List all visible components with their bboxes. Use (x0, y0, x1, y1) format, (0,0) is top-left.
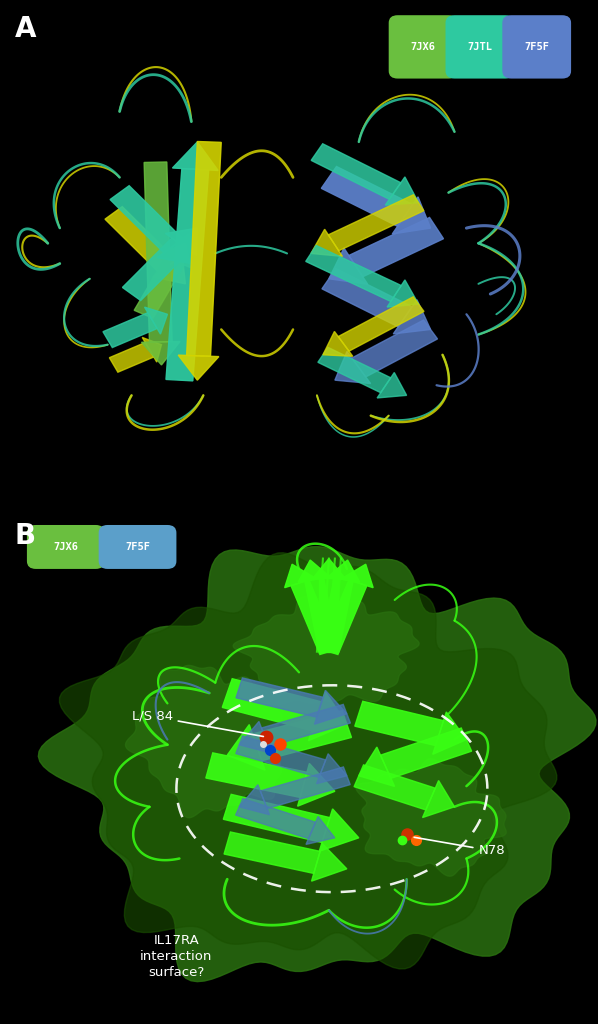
Polygon shape (321, 167, 413, 226)
Polygon shape (359, 748, 395, 786)
Polygon shape (252, 711, 352, 761)
Polygon shape (354, 765, 435, 810)
Polygon shape (206, 753, 307, 798)
Polygon shape (298, 560, 330, 582)
Polygon shape (142, 338, 161, 362)
Polygon shape (328, 560, 359, 582)
Polygon shape (355, 701, 444, 745)
Polygon shape (157, 234, 191, 263)
FancyBboxPatch shape (502, 15, 571, 79)
Text: 7JX6: 7JX6 (411, 42, 435, 52)
Polygon shape (172, 142, 218, 170)
Polygon shape (322, 268, 412, 327)
Polygon shape (239, 784, 270, 815)
Polygon shape (315, 690, 347, 724)
Polygon shape (352, 321, 438, 377)
Polygon shape (423, 780, 454, 817)
Polygon shape (233, 597, 419, 705)
Polygon shape (144, 162, 172, 342)
Polygon shape (309, 692, 347, 740)
Polygon shape (110, 185, 183, 253)
Polygon shape (227, 725, 265, 770)
Polygon shape (323, 332, 353, 356)
FancyBboxPatch shape (27, 525, 105, 569)
Polygon shape (319, 809, 359, 851)
Polygon shape (178, 355, 219, 380)
Polygon shape (335, 351, 371, 384)
Polygon shape (291, 580, 338, 654)
Polygon shape (222, 679, 322, 731)
Polygon shape (38, 547, 596, 982)
Polygon shape (166, 169, 209, 381)
Polygon shape (298, 764, 335, 806)
Polygon shape (343, 564, 373, 588)
Text: 7JX6: 7JX6 (53, 542, 78, 552)
Polygon shape (145, 307, 167, 334)
Polygon shape (236, 678, 323, 717)
Polygon shape (134, 257, 184, 318)
Polygon shape (349, 217, 444, 276)
Polygon shape (224, 831, 320, 873)
Polygon shape (261, 705, 350, 746)
Polygon shape (223, 795, 330, 843)
Polygon shape (60, 553, 557, 969)
Text: A: A (15, 15, 36, 43)
Polygon shape (387, 280, 419, 307)
Polygon shape (338, 297, 424, 351)
Polygon shape (316, 754, 347, 783)
Polygon shape (377, 373, 407, 398)
Polygon shape (385, 177, 419, 205)
Polygon shape (392, 197, 431, 234)
Polygon shape (109, 342, 154, 372)
Polygon shape (153, 256, 185, 284)
Polygon shape (305, 579, 338, 653)
Polygon shape (126, 666, 282, 818)
Polygon shape (306, 246, 401, 301)
Text: 7F5F: 7F5F (524, 42, 549, 52)
Polygon shape (319, 579, 338, 651)
Polygon shape (239, 722, 271, 753)
Polygon shape (306, 816, 335, 845)
Polygon shape (433, 712, 466, 755)
Text: B: B (15, 522, 36, 550)
Text: IL17RA
interaction
surface?: IL17RA interaction surface? (140, 934, 213, 979)
Text: L/S 84: L/S 84 (132, 710, 263, 736)
Polygon shape (356, 759, 507, 877)
Polygon shape (318, 347, 390, 393)
Polygon shape (393, 300, 431, 334)
FancyBboxPatch shape (446, 15, 514, 79)
Polygon shape (187, 141, 221, 356)
Polygon shape (319, 579, 353, 653)
Text: 7F5F: 7F5F (125, 542, 150, 552)
Polygon shape (312, 844, 347, 882)
FancyBboxPatch shape (389, 15, 457, 79)
Polygon shape (236, 799, 316, 839)
Polygon shape (320, 580, 367, 654)
Polygon shape (313, 559, 345, 579)
Polygon shape (380, 728, 472, 778)
Polygon shape (311, 229, 343, 256)
Polygon shape (166, 228, 197, 256)
Text: N78: N78 (414, 838, 505, 857)
Polygon shape (103, 312, 157, 347)
Text: 7JTL: 7JTL (468, 42, 492, 52)
Polygon shape (329, 248, 368, 285)
Polygon shape (285, 564, 315, 588)
Polygon shape (328, 195, 424, 251)
Polygon shape (311, 143, 401, 200)
Polygon shape (105, 207, 176, 272)
Polygon shape (123, 238, 190, 300)
FancyBboxPatch shape (99, 525, 176, 569)
Polygon shape (159, 244, 191, 268)
Polygon shape (260, 767, 350, 809)
Polygon shape (236, 736, 326, 777)
Polygon shape (142, 341, 180, 365)
